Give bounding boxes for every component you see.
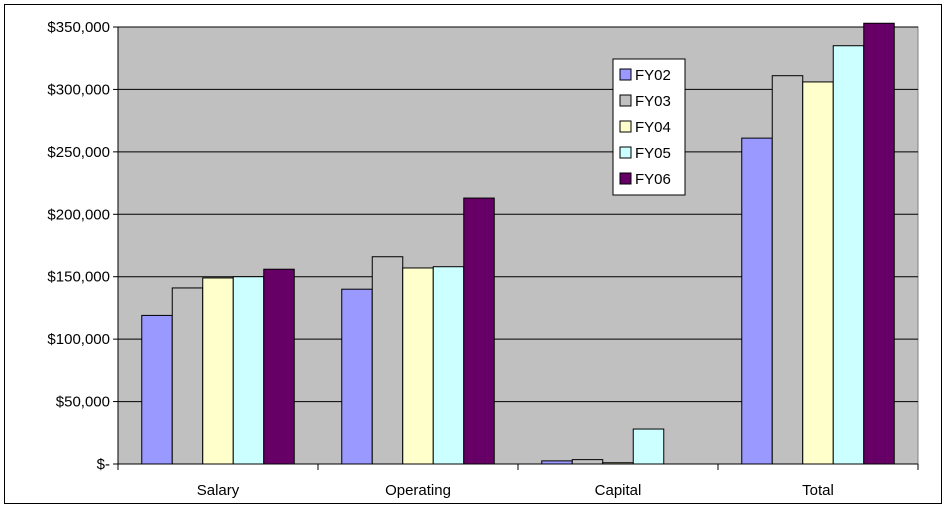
bar-fy05-total bbox=[832, 45, 865, 465]
legend-label: FY03 bbox=[635, 93, 671, 110]
x-tick-label: Capital bbox=[595, 482, 642, 499]
bar-fy06-total bbox=[863, 22, 895, 465]
bar-fy04-total bbox=[802, 81, 834, 465]
bar-fy05-operating bbox=[432, 266, 465, 465]
bar-fy02-operating bbox=[341, 288, 373, 465]
y-tick-label: $100,000 bbox=[47, 331, 110, 348]
y-tick-label: $300,000 bbox=[47, 81, 110, 98]
bar-fy02-total bbox=[741, 137, 773, 465]
legend-label: FY02 bbox=[635, 67, 671, 84]
bar-fy06-salary bbox=[263, 268, 295, 465]
x-tick-label: Operating bbox=[385, 482, 451, 499]
bar-fy02-salary bbox=[141, 314, 173, 465]
legend-swatch bbox=[619, 120, 632, 133]
bar-fy05-capital bbox=[632, 428, 665, 465]
bar-fy03-operating bbox=[371, 256, 404, 465]
y-tick-label: $200,000 bbox=[47, 206, 110, 223]
bar-fy03-capital bbox=[571, 459, 604, 465]
legend-swatch bbox=[619, 172, 632, 185]
legend-label: FY05 bbox=[635, 145, 671, 162]
bar-fy05-salary bbox=[232, 276, 265, 465]
legend-label: FY04 bbox=[635, 119, 671, 136]
y-tick-label: $50,000 bbox=[56, 394, 110, 411]
legend-swatch bbox=[619, 146, 632, 159]
legend-swatch bbox=[619, 94, 632, 107]
x-tick-label: Total bbox=[802, 482, 834, 499]
bar-fy03-total bbox=[771, 75, 804, 465]
y-tick-label: $- bbox=[97, 456, 110, 473]
x-tick-label: Salary bbox=[197, 482, 240, 499]
bar-fy03-salary bbox=[171, 287, 204, 465]
bar-fy06-operating bbox=[463, 197, 495, 465]
y-tick-label: $250,000 bbox=[47, 144, 110, 161]
legend-swatch bbox=[619, 68, 632, 81]
bar-fy04-salary bbox=[202, 277, 234, 465]
y-tick-label: $350,000 bbox=[47, 19, 110, 36]
y-tick-label: $150,000 bbox=[47, 269, 110, 286]
legend-label: FY06 bbox=[635, 171, 671, 188]
bar-fy04-operating bbox=[402, 267, 434, 465]
